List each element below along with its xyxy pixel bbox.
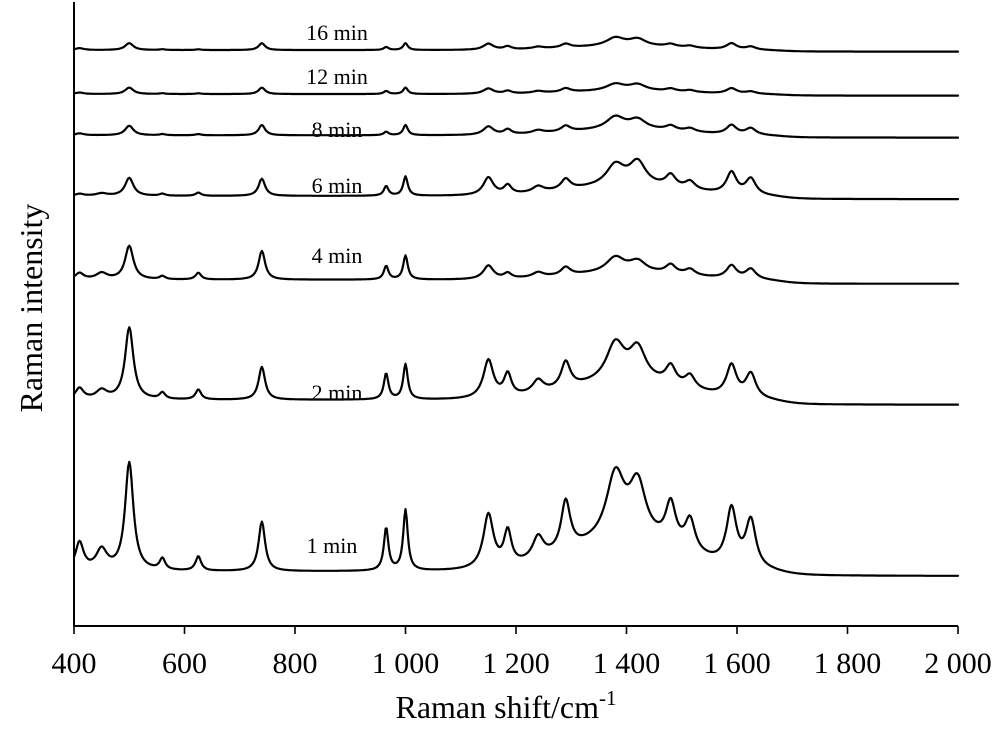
spectrum-line-1-min: [72, 460, 960, 577]
series-labels: 16 min 12 min 8 min 6 min 4 min 2 min 1 min: [306, 20, 368, 558]
spectrum-line-4-min: [72, 244, 960, 285]
spectrum-line-8-min: [72, 114, 960, 139]
x-axis-ticks: 400 600 800 1 000 1 200 1 400 1 600 1 800 2 000: [52, 626, 992, 680]
series-label-8-min: 8 min: [312, 117, 363, 142]
x-tick-label: 400: [52, 647, 97, 680]
series-label-6-min: 6 min: [312, 173, 363, 198]
series-label-4-min: 4 min: [312, 243, 363, 268]
spectrum-line-2-min: [72, 326, 960, 406]
series-label-1-min: 1 min: [307, 533, 358, 558]
series-label-12-min: 12 min: [306, 64, 368, 89]
spectra-traces: [72, 35, 960, 577]
spectrum-line-16-min: [72, 35, 960, 53]
x-tick-label: 1 400: [593, 647, 661, 680]
x-tick-label: 1 800: [814, 647, 882, 680]
x-tick-label: 1 600: [703, 647, 771, 680]
x-tick-label: 600: [162, 647, 207, 680]
x-tick-label: 1 000: [372, 647, 440, 680]
series-label-16-min: 16 min: [306, 20, 368, 45]
x-tick-label: 1 200: [482, 647, 550, 680]
y-axis-title: Raman intensity: [13, 204, 49, 413]
series-label-2-min: 2 min: [312, 380, 363, 405]
x-tick-label: 800: [273, 647, 318, 680]
spectrum-line-12-min: [72, 82, 960, 97]
spectrum-line-6-min: [72, 157, 960, 201]
x-tick-label: 2 000: [924, 647, 992, 680]
x-axis-title: Raman shift/cm-1: [395, 686, 616, 725]
